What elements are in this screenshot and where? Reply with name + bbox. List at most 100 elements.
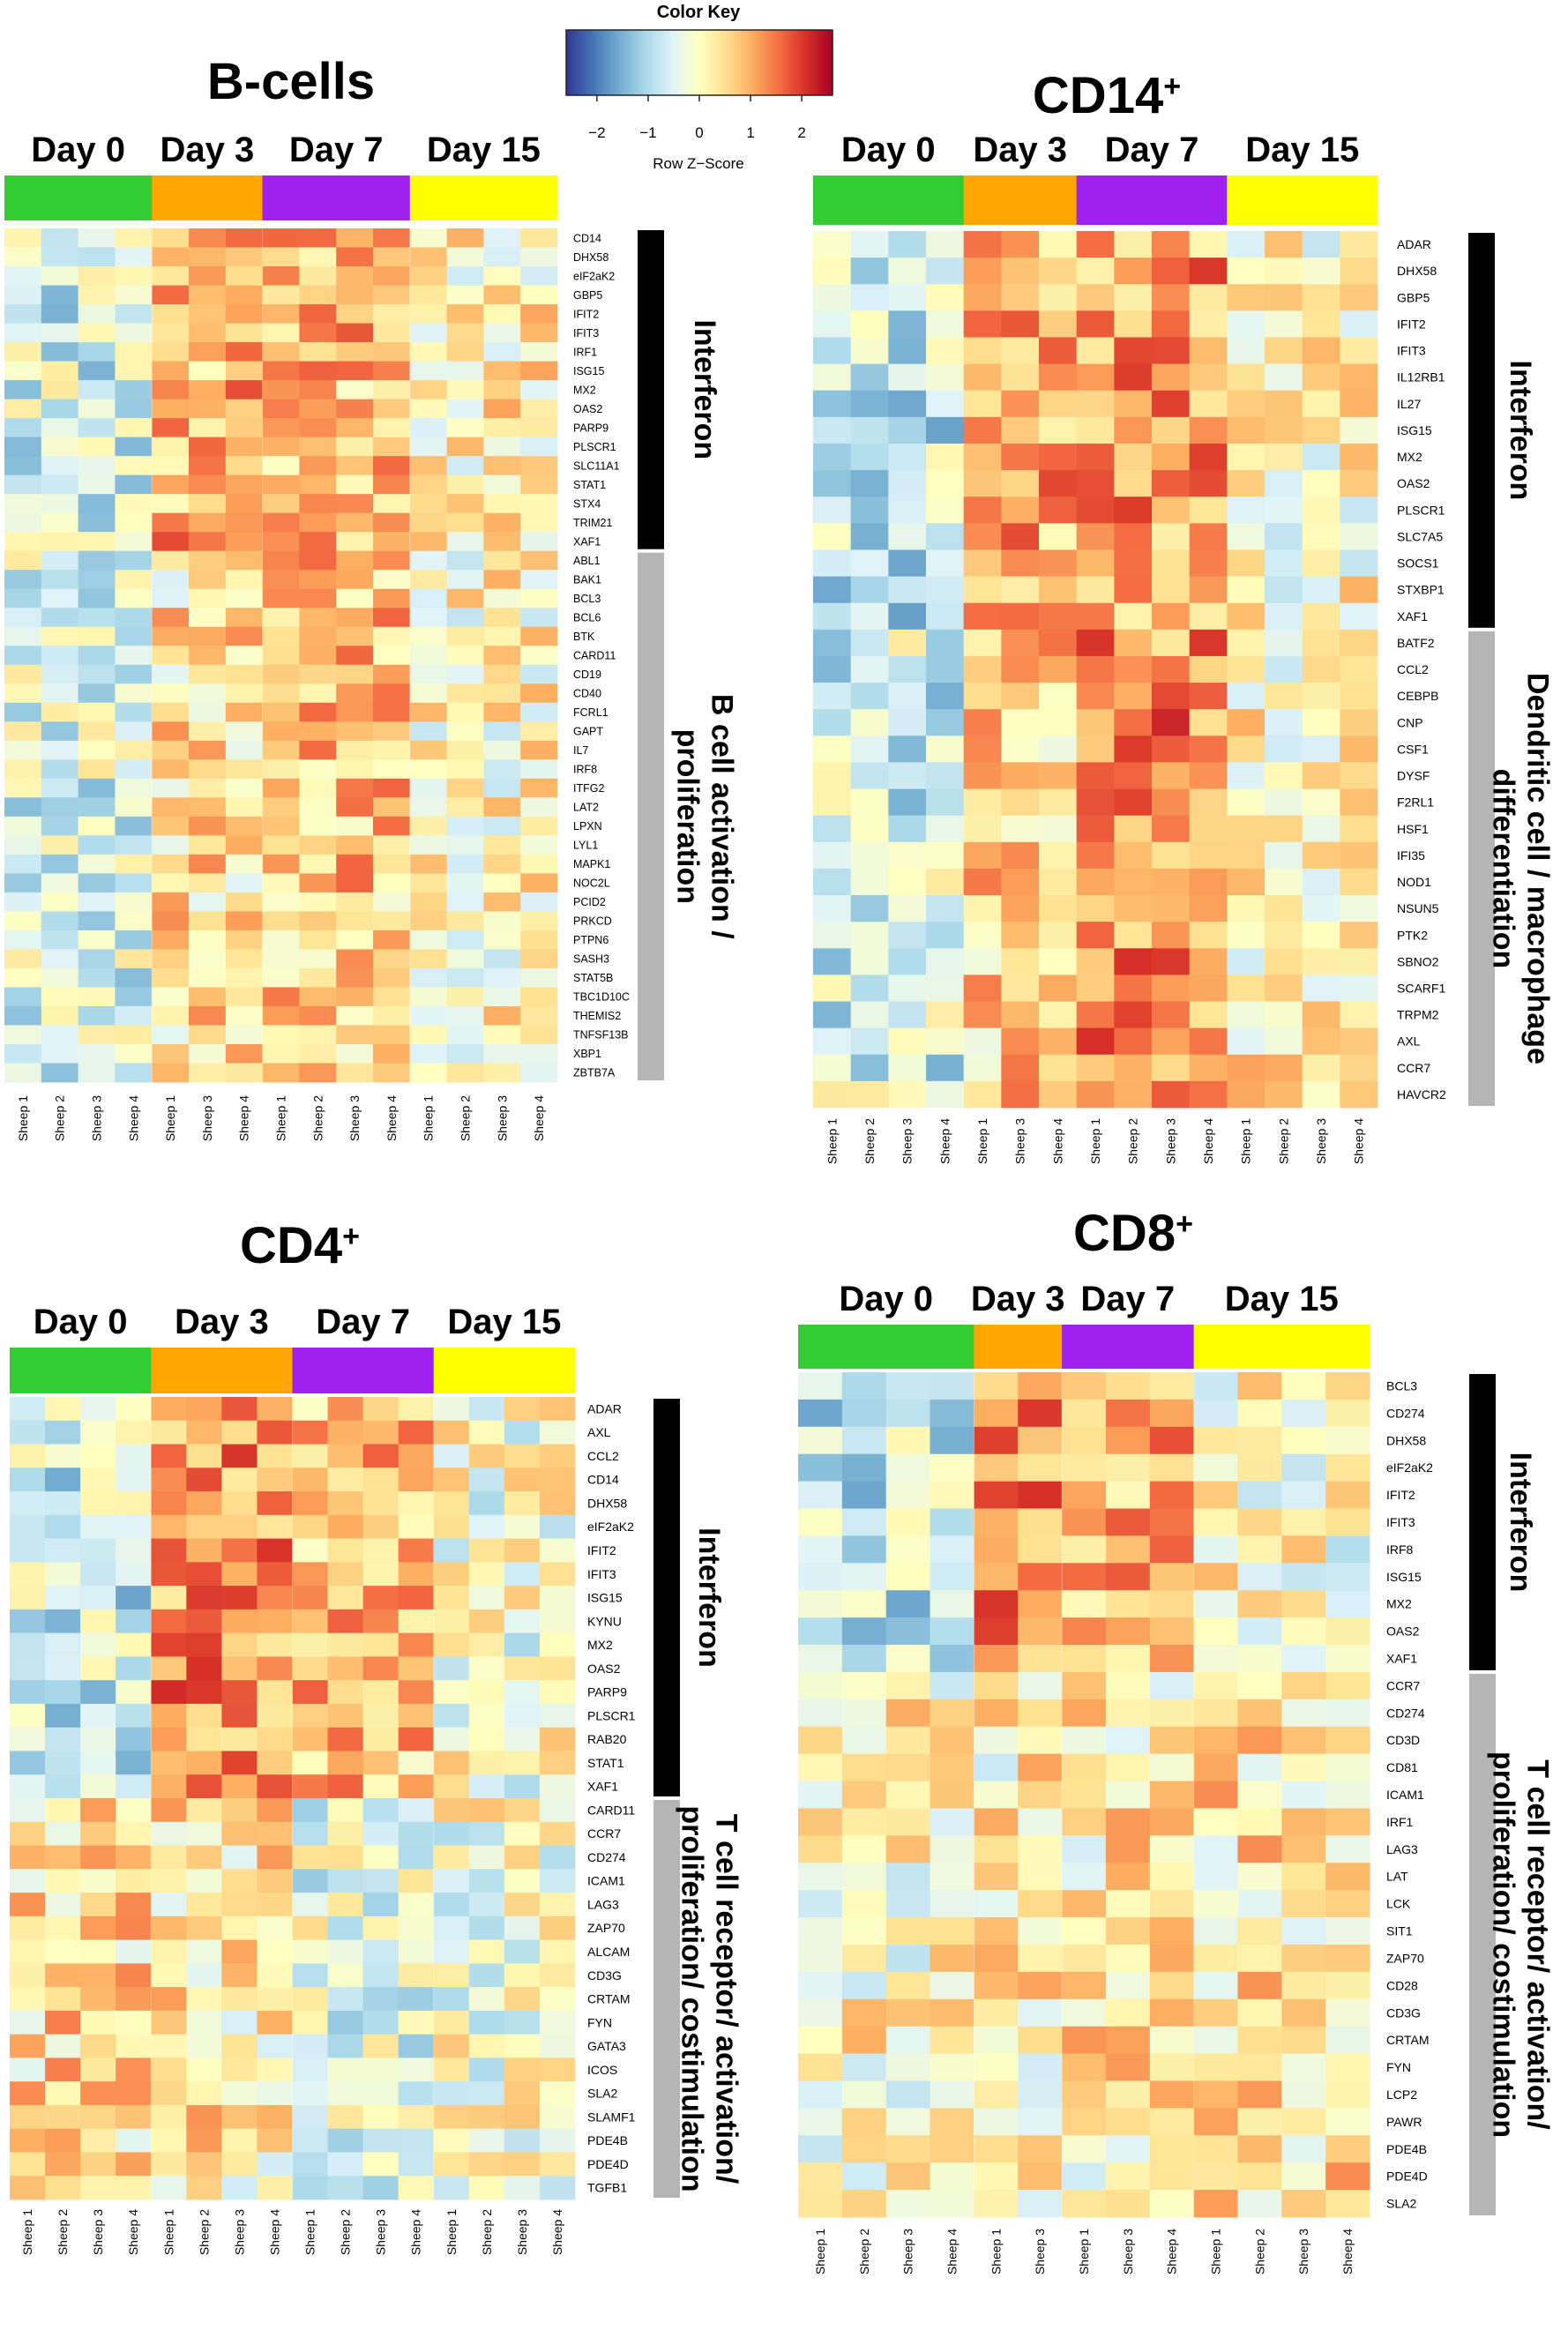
heatmap-cell [292, 1680, 328, 1705]
heatmap-cell [116, 1916, 152, 1940]
heatmap-cell [10, 1586, 46, 1610]
heatmap-cell [1018, 1563, 1063, 1591]
heatmap-cell [1237, 1671, 1282, 1700]
heatmap-cell [116, 2034, 152, 2058]
heatmap-cell [299, 228, 337, 248]
heatmap-cell [1340, 390, 1378, 418]
heatmap-cell [1076, 895, 1115, 922]
heatmap-cell [1001, 363, 1040, 392]
gene-group-label-line: T cell receptor/ activation/ [710, 1814, 743, 2184]
heatmap-cell [373, 474, 411, 495]
heatmap-cell [336, 570, 374, 590]
heatmap-cell [41, 854, 78, 874]
color-key-swatch [761, 30, 765, 95]
heatmap-cell [116, 1420, 152, 1445]
heatmap-cell [327, 1632, 364, 1657]
heatmap-cell [468, 2057, 505, 2082]
heatmap-cell [257, 1774, 293, 1799]
heatmap-cell [78, 816, 116, 836]
day-label: Day 3 [161, 131, 255, 169]
color-key-swatch [805, 30, 809, 95]
heatmap-cell [888, 576, 927, 604]
heatmap-cell [221, 2081, 258, 2106]
color-key-swatch [650, 30, 653, 95]
gene-label: MX2 [1397, 450, 1422, 464]
heatmap-cell [78, 570, 116, 590]
heatmap-cell [152, 664, 190, 684]
color-key-swatch [743, 30, 747, 95]
heatmap-cell [504, 2034, 541, 2058]
heatmap-cell [1001, 975, 1040, 1002]
heatmap-cell [262, 721, 300, 742]
heatmap-cell [221, 2104, 258, 2130]
heatmap-cell [468, 1467, 505, 1492]
heatmap-cell [963, 602, 1002, 631]
heatmap-cell [262, 930, 300, 950]
heatmap-cell [189, 816, 227, 836]
color-key-swatch [659, 30, 662, 95]
heatmap-cell [80, 1680, 116, 1705]
color-key-swatch [732, 30, 735, 95]
heatmap-cell [78, 987, 116, 1007]
heatmap-cell [1193, 1998, 1238, 2028]
heatmap-cell [1265, 1054, 1303, 1082]
color-key-swatch [616, 30, 620, 95]
gene-label: AXL [1397, 1034, 1421, 1049]
heatmap-cell [468, 2176, 505, 2200]
heatmap-cell [257, 2176, 293, 2200]
heatmap-cell [888, 1001, 927, 1029]
heatmap-cell [151, 1893, 187, 1917]
gene-label: BTK [573, 631, 595, 643]
heatmap-cell [798, 1808, 843, 1836]
gene-label: ZAP70 [587, 1921, 625, 1935]
heatmap-cell [336, 285, 374, 305]
gene-label: DYSF [1397, 769, 1430, 783]
heatmap-cell [1152, 922, 1191, 949]
heatmap-cell [1265, 363, 1303, 392]
heatmap-cell [1039, 310, 1078, 338]
heatmap-cell [433, 1680, 470, 1705]
heatmap-cell [1039, 975, 1078, 1002]
heatmap-cell [1076, 523, 1115, 550]
heatmap-cell [1189, 762, 1228, 789]
heatmap-cell [813, 1001, 852, 1029]
heatmap-cell [262, 608, 300, 628]
heatmap-cell [1340, 975, 1378, 1002]
heatmap-cell [4, 1063, 42, 1083]
heatmap-cell [152, 247, 190, 267]
gene-label: LCK [1386, 1897, 1411, 1911]
heatmap-cell [262, 532, 300, 552]
heatmap-cell [4, 437, 42, 457]
heatmap-cell [520, 835, 558, 855]
heatmap-cell [186, 1963, 222, 1988]
heatmap-cell [930, 1671, 974, 1700]
heatmap-cell [10, 2010, 46, 2035]
heatmap-cell [45, 1586, 81, 1610]
heatmap-cell [504, 1397, 541, 1422]
color-key-swatch [637, 30, 640, 95]
heatmap-cell [116, 1893, 152, 1917]
heatmap-cell [1149, 2080, 1195, 2109]
heatmap-cell [373, 683, 411, 704]
heatmap-cell [1302, 523, 1340, 550]
heatmap-cell [446, 778, 484, 798]
heatmap-cell [841, 2190, 887, 2218]
heatmap-cell [362, 1538, 399, 1563]
heatmap-cell [257, 1656, 293, 1681]
heatmap-cell [433, 1467, 470, 1492]
heatmap-cell [10, 1514, 46, 1539]
heatmap-cell [409, 494, 447, 514]
heatmap-cell [930, 1998, 974, 2028]
heatmap-cell [362, 1703, 399, 1729]
heatmap-cell [1114, 497, 1153, 524]
heatmap-cell [78, 854, 116, 874]
heatmap-cell [398, 1586, 435, 1610]
heatmap-cell [186, 1703, 222, 1729]
heatmap-cell [1076, 975, 1115, 1002]
gene-label: CD14 [573, 232, 601, 244]
heatmap-cell [116, 1397, 152, 1422]
heatmap-cell [152, 759, 190, 780]
heatmap-cell [963, 443, 1002, 471]
heatmap-cell [292, 1397, 328, 1422]
heatmap-cell [41, 266, 78, 286]
